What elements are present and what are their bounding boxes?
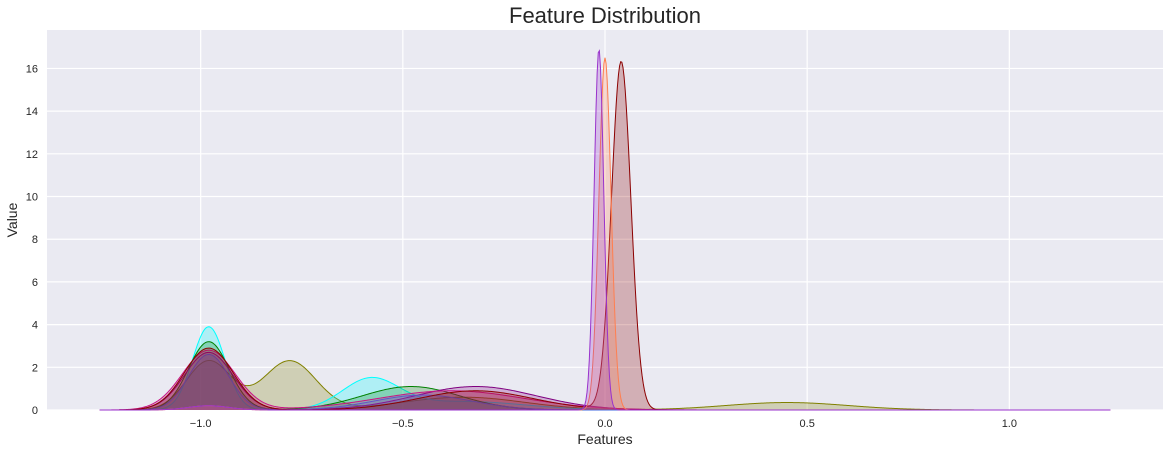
y-tick-label: 8 (32, 234, 38, 246)
x-tick-label: 1.0 (1002, 418, 1017, 430)
tick-labels: −1.0 −0.5 0.0 0.5 1.0 0 2 4 6 8 10 12 14 16 (26, 63, 1017, 430)
y-tick-label: 12 (26, 149, 38, 161)
density-series (99, 49, 1111, 411)
density-area-0 (99, 360, 1111, 410)
y-tick-label: 2 (32, 362, 38, 374)
y-axis-label: Value (4, 202, 20, 237)
x-tick-label: −0.5 (392, 418, 414, 430)
x-tick-label: 0.5 (800, 418, 815, 430)
density-line-8 (99, 49, 1111, 411)
y-tick-label: 0 (32, 405, 38, 417)
x-tick-label: 0.0 (597, 418, 612, 430)
y-tick-label: 10 (26, 192, 38, 204)
density-area-2 (99, 341, 1111, 410)
density-area-8 (99, 50, 1111, 410)
density-area-5 (99, 350, 1111, 410)
y-tick-label: 16 (26, 63, 38, 75)
y-tick-label: 4 (32, 320, 38, 332)
density-area-1 (99, 326, 1111, 410)
density-area-6 (99, 61, 1111, 411)
density-area-4 (99, 354, 1111, 410)
x-tick-label: −1.0 (190, 418, 212, 430)
x-axis-label: Features (577, 431, 632, 447)
y-tick-label: 14 (26, 106, 38, 118)
y-tick-label: 6 (32, 277, 38, 289)
chart-title: Feature Distribution (509, 3, 701, 28)
